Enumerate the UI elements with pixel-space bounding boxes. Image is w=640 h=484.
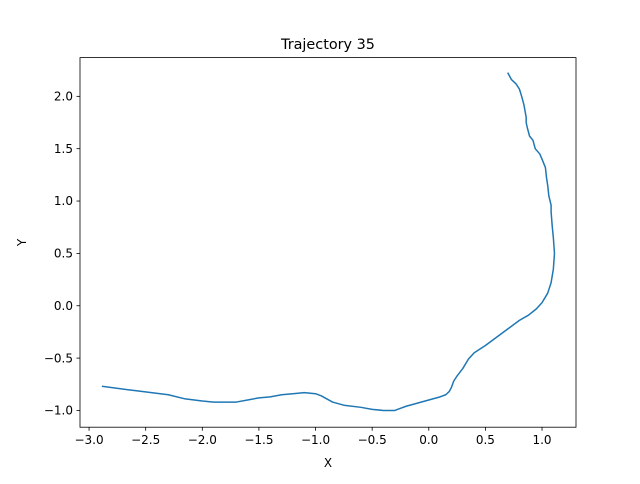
y-tick-label: 1.5	[54, 142, 73, 156]
x-tick-label: −2.5	[131, 433, 160, 447]
series-layer	[101, 72, 556, 412]
x-axis-ticks: −3.0 −2.5 −2.0 −1.5 −1.0 −0.5 0.0 0.5 1.0	[74, 427, 552, 447]
y-tick-label: 2.0	[54, 90, 73, 104]
series-line-0	[101, 72, 556, 412]
plot-frame	[79, 57, 577, 428]
x-tick-label: −1.5	[244, 433, 273, 447]
y-tick-label: 0.5	[54, 247, 73, 261]
x-tick-label: −2.0	[188, 433, 217, 447]
y-tick-label: 1.0	[54, 194, 73, 208]
x-tick-label: 0.0	[419, 433, 438, 447]
chart-title: Trajectory 35	[280, 37, 375, 53]
y-tick-label: −0.5	[44, 351, 73, 365]
x-tick-label: −0.5	[358, 433, 387, 447]
x-tick-label: 0.5	[476, 433, 495, 447]
y-tick-label: 0.0	[54, 299, 73, 313]
x-tick-label: 1.0	[532, 433, 551, 447]
y-axis-label: Y	[15, 238, 29, 247]
y-tick-label: −1.0	[44, 404, 73, 418]
x-axis-label: X	[324, 456, 332, 470]
x-tick-label: −1.0	[301, 433, 330, 447]
y-axis-ticks: −1.0 −0.5 0.0 0.5 1.0 1.5 2.0	[44, 90, 80, 418]
x-tick-label: −3.0	[74, 433, 103, 447]
plot-area	[80, 57, 576, 428]
